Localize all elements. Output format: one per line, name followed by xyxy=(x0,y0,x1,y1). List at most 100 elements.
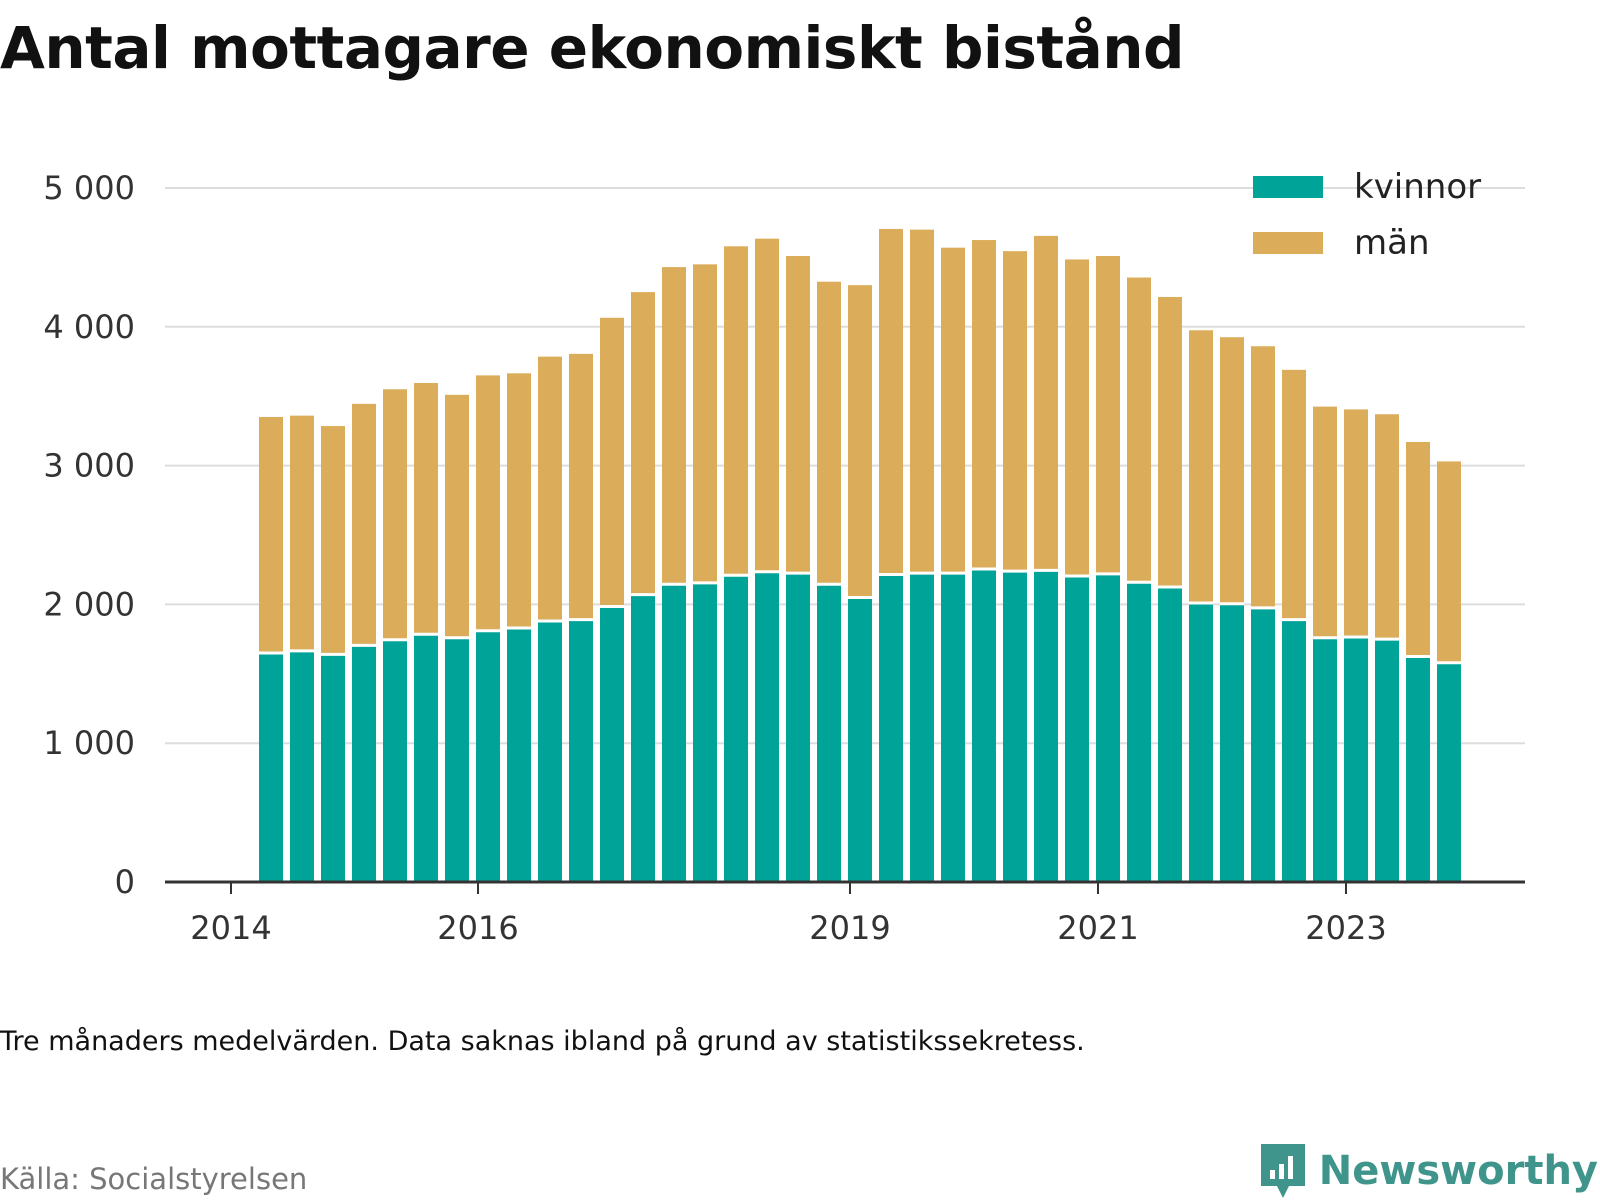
bar-stack xyxy=(1375,414,1399,882)
bar-stack xyxy=(1096,256,1120,882)
y-tick-label: 4 000 xyxy=(43,308,135,346)
bar-män xyxy=(414,383,438,635)
bar-stack xyxy=(1313,406,1337,882)
bar-stack xyxy=(507,373,531,882)
bar-kvinnor xyxy=(1034,570,1058,882)
bar-stack xyxy=(817,281,841,882)
x-tick-label: 2019 xyxy=(809,909,890,947)
y-tick-label: 5 000 xyxy=(43,169,135,207)
bar-kvinnor xyxy=(569,619,593,882)
bar-män xyxy=(1406,442,1430,657)
legend-swatch-män xyxy=(1253,232,1323,254)
bar-stack xyxy=(1282,369,1306,882)
bar-stack xyxy=(755,238,779,882)
bar-stack xyxy=(848,285,872,882)
bar-män xyxy=(352,403,376,646)
bar-män xyxy=(1220,337,1244,604)
bar-stack xyxy=(259,417,283,882)
bar-kvinnor xyxy=(538,621,562,882)
bar-män xyxy=(1096,256,1120,574)
bar-stack xyxy=(445,394,469,882)
bar-män xyxy=(1189,330,1213,604)
bar-stack xyxy=(600,317,624,882)
bar-stack xyxy=(693,264,717,882)
bar-kvinnor xyxy=(755,571,779,882)
bar-kvinnor xyxy=(352,645,376,882)
bar-män xyxy=(724,246,748,576)
bar-stack xyxy=(383,389,407,882)
bar-stack xyxy=(538,356,562,882)
bar-män xyxy=(755,238,779,572)
bar-stack xyxy=(352,403,376,882)
bar-män xyxy=(1127,277,1151,583)
bar-kvinnor xyxy=(259,652,283,882)
bar-män xyxy=(1065,259,1089,576)
bar-kvinnor xyxy=(290,650,314,882)
bar-stack xyxy=(1406,442,1430,882)
bar-kvinnor xyxy=(693,582,717,882)
bar-stack xyxy=(662,267,686,882)
bar-män xyxy=(569,353,593,620)
bar-kvinnor xyxy=(321,654,345,882)
bar-män xyxy=(631,292,655,595)
bar-stack xyxy=(1220,337,1244,882)
bar-kvinnor xyxy=(1313,637,1337,882)
bar-män xyxy=(941,247,965,574)
bar-kvinnor xyxy=(910,573,934,882)
x-tick-label: 2016 xyxy=(437,909,518,947)
bar-kvinnor xyxy=(1127,582,1151,882)
bar-stack xyxy=(569,353,593,882)
bar-stack xyxy=(1189,330,1213,882)
bar-stack xyxy=(786,256,810,882)
bar-stack xyxy=(476,375,500,882)
bar-kvinnor xyxy=(724,575,748,882)
y-axis-labels: 0 1 000 2 000 3 000 4 000 5 000 xyxy=(43,169,135,901)
bar-kvinnor xyxy=(1065,575,1089,882)
bar-män xyxy=(1158,296,1182,588)
bar-kvinnor xyxy=(1437,662,1461,882)
bar-män xyxy=(1282,369,1306,620)
bar-kvinnor xyxy=(445,637,469,882)
bar-män xyxy=(972,240,996,570)
bar-kvinnor xyxy=(972,569,996,882)
bar-män xyxy=(290,415,314,651)
bar-stack xyxy=(724,246,748,882)
bar-kvinnor xyxy=(600,606,624,882)
bar-män xyxy=(910,229,934,574)
bar-stack xyxy=(1251,346,1275,882)
bar-kvinnor xyxy=(1158,587,1182,882)
bar-män xyxy=(1344,409,1368,638)
bar-män xyxy=(1437,461,1461,663)
chart-title: Antal mottagare ekonomiskt bistånd xyxy=(0,14,1185,82)
bars xyxy=(259,228,1461,882)
legend-label-kvinnor: kvinnor xyxy=(1354,167,1481,207)
bar-kvinnor xyxy=(662,584,686,882)
bar-män xyxy=(693,264,717,583)
bar-kvinnor xyxy=(476,630,500,882)
legend-swatch-kvinnor xyxy=(1253,176,1323,198)
bar-stack xyxy=(972,240,996,882)
bar-stack xyxy=(941,247,965,882)
bar-män xyxy=(662,267,686,585)
bar-stack xyxy=(879,228,903,882)
bar-kvinnor xyxy=(631,594,655,882)
bar-stack xyxy=(1437,461,1461,882)
bar-kvinnor xyxy=(1003,571,1027,882)
newsworthy-logo-icon xyxy=(1260,1144,1305,1198)
brand-logo[interactable]: Newsworthy xyxy=(1257,1142,1598,1200)
bar-kvinnor xyxy=(1375,639,1399,882)
bar-män xyxy=(817,281,841,585)
bar-män xyxy=(1251,346,1275,608)
bar-stack xyxy=(290,415,314,882)
y-tick-label: 0 xyxy=(115,863,135,901)
bar-stack xyxy=(1003,251,1027,882)
chart-note: Tre månaders medelvärden. Data saknas ib… xyxy=(0,1026,1085,1057)
bar-kvinnor xyxy=(879,574,903,882)
bar-stack xyxy=(1065,259,1089,882)
bar-kvinnor xyxy=(1096,573,1120,882)
bar-män xyxy=(1313,406,1337,638)
bar-män xyxy=(321,426,345,655)
bar-män xyxy=(786,256,810,574)
bar-stack xyxy=(414,383,438,882)
